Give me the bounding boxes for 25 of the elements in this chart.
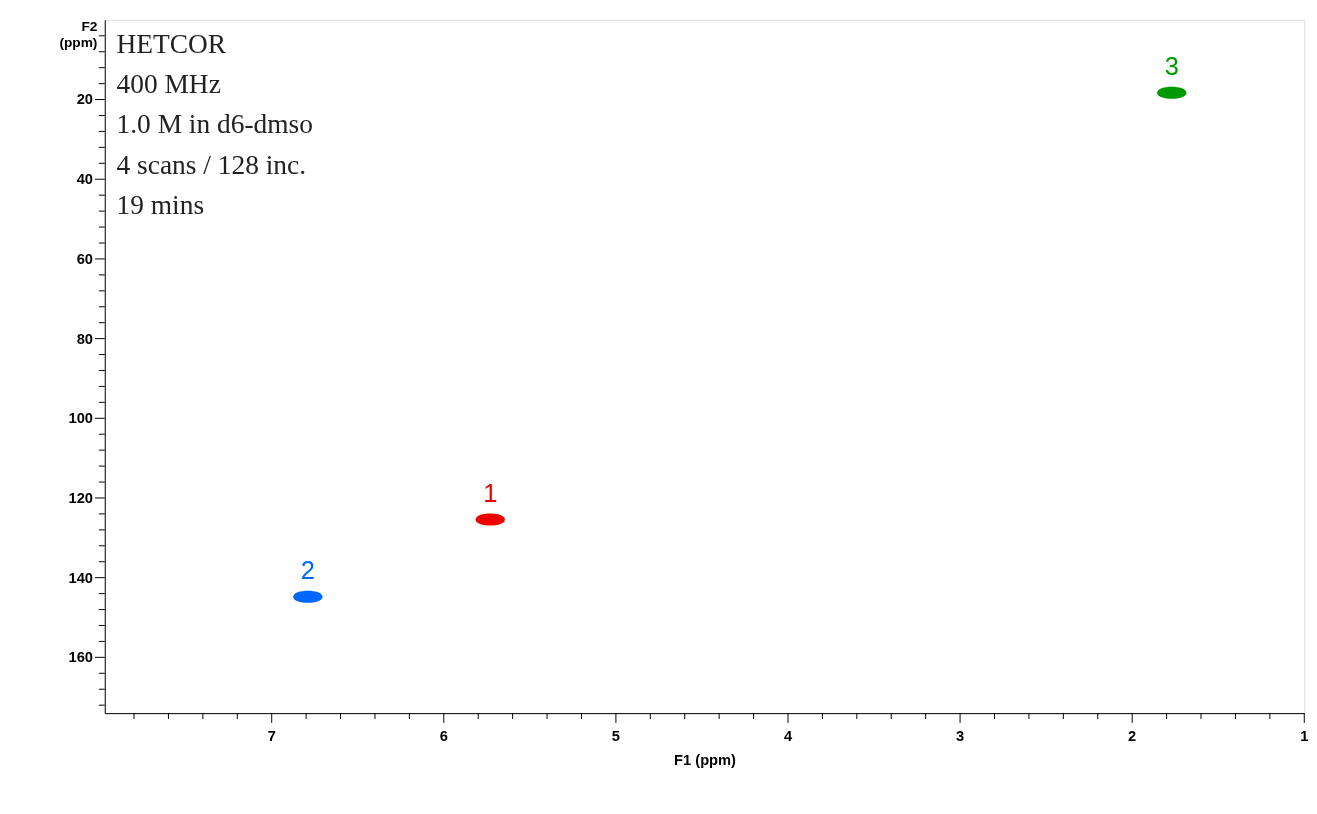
x-tick-label: 6 [439,727,448,744]
annotation: 19 mins [116,189,205,220]
x-tick-label: 1 [1300,727,1309,744]
annotation: 4 scans / 128 inc. [116,149,307,180]
x-tick-label: 5 [611,727,620,744]
y-axis-title: F2 (ppm) [59,19,98,50]
annotation: 1.0 M in d6-dmso [116,109,313,140]
x-tick-label: 3 [956,727,965,744]
y-tick-label: 100 [68,410,94,427]
y-tick-label: 140 [68,569,94,586]
series-label: 3 [1164,52,1179,81]
x-tick-label: 2 [1128,727,1137,744]
y-tick-label: 160 [68,649,94,666]
annotation: 400 MHz [116,69,221,100]
y-tick-label: 20 [76,91,94,108]
x-axis-title: F1 (ppm) [674,751,737,768]
x-tick-label: 7 [267,727,276,744]
x-tick-label: 4 [783,727,793,744]
y-tick-label: 40 [76,171,94,188]
y-tick-label: 80 [76,330,94,347]
y-tick-label: 60 [76,250,94,267]
y-tick-label: 120 [68,489,94,506]
annotation: HETCOR [116,29,227,60]
series-label: 1 [483,478,498,507]
series-label: 2 [300,556,315,585]
